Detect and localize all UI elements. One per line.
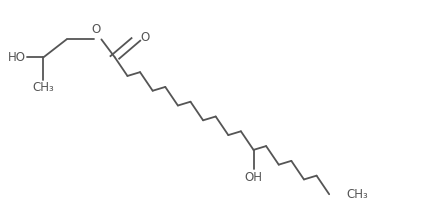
Text: O: O bbox=[140, 31, 150, 44]
Text: HO: HO bbox=[8, 51, 26, 64]
Text: OH: OH bbox=[244, 171, 263, 184]
Text: CH₃: CH₃ bbox=[346, 188, 368, 201]
Text: CH₃: CH₃ bbox=[33, 81, 54, 94]
Text: O: O bbox=[91, 23, 101, 36]
